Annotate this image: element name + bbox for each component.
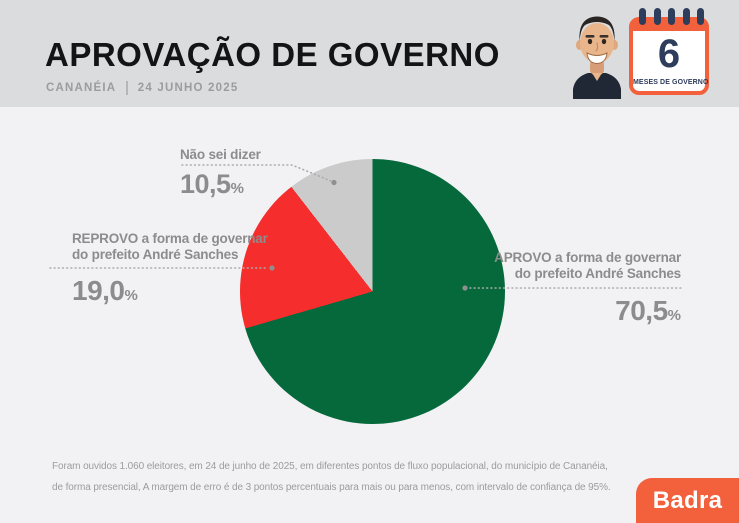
badra-logo: Badra [636,478,739,523]
percent-sign: % [667,307,681,324]
calendar-badge: 6 MESES DE GOVERNO [629,8,709,95]
avatar-collar [592,73,602,81]
avatar-eye-right [601,38,607,45]
avatar-eyebrow-left [585,35,595,38]
slice-value: 70,5% [615,295,681,326]
calendar-pin [668,8,675,25]
avatar-hair [579,16,615,41]
avatar-eyebrow-right [599,35,609,38]
avatar-eye-left [587,38,593,45]
page-title: APROVAÇÃO DE GOVERNO [45,36,500,73]
slice-label-text: APROVO a forma de governar do prefeito A… [494,250,681,281]
calendar-number: 6 [657,32,681,76]
calendar-pin [653,8,661,25]
mayor-portrait [573,16,621,99]
slice-label-text: REPROVO a forma de governar do prefeito … [72,231,268,262]
calendar-caption: MESES DE GOVERNO [633,79,709,86]
subtitle-divider [126,81,128,95]
slice-value: 19,0% [72,275,138,306]
avatar-smile [586,52,608,65]
slice-label-reprovo: REPROVO a forma de governar do prefeito … [72,231,268,311]
avatar-nose [595,42,599,52]
subtitle: CANANÉIA 24 JUNHO 2025 [46,81,238,95]
methodology-line-1: Foram ouvidos 1.060 eleitores, em 24 de … [52,461,608,472]
subtitle-location: CANANÉIA [46,82,117,94]
pie-chart [240,159,505,424]
slice-label-text: Não sei dizer [180,147,261,162]
calendar-header-strip [633,21,705,31]
calendar-pin [682,8,690,25]
calendar-pin [697,8,704,25]
percent-sign: % [124,287,138,304]
methodology-line-2: de forma presencial, A margem de erro é … [52,482,611,493]
calendar-pin [639,8,646,25]
avatar-shirt [573,73,621,99]
percent-sign: % [230,180,244,197]
header-band: APROVAÇÃO DE GOVERNO CANANÉIA 24 JUNHO 2… [0,0,739,107]
slice-label-aprovo: APROVO a forma de governar do prefeito A… [494,250,681,331]
slice-value: 10,5% [180,169,244,199]
subtitle-date: 24 JUNHO 2025 [137,82,239,94]
slice-label-nao-sei: Não sei dizer 10,5% [180,147,261,204]
